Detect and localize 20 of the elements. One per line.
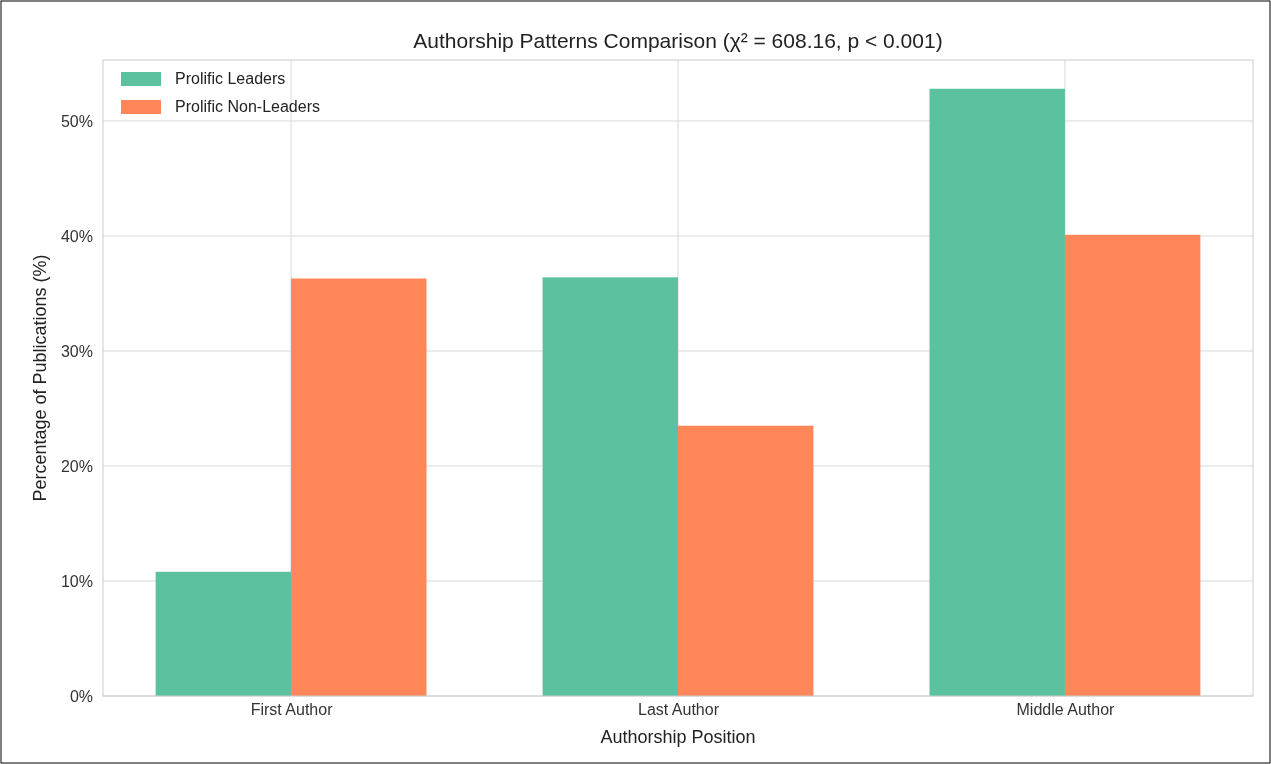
y-tick-label: 0% — [69, 687, 93, 705]
y-tick-label: 50% — [60, 112, 93, 130]
x-axis-title: Authorship Position — [600, 727, 756, 747]
bar — [291, 278, 427, 696]
y-tick-label: 10% — [60, 572, 93, 590]
bar — [155, 571, 292, 696]
legend-label: Prolific Leaders — [175, 70, 286, 87]
bar — [678, 425, 814, 696]
x-tick-label: First Author — [250, 701, 334, 719]
y-tick-label: 30% — [60, 342, 93, 360]
bar — [542, 277, 678, 696]
x-tick-label: Middle Author — [1016, 701, 1116, 719]
bar — [1064, 234, 1201, 696]
legend-label: Prolific Non-Leaders — [175, 98, 320, 115]
chart-title: Authorship Patterns Comparison (χ² = 608.16, p < 0.001) — [413, 29, 943, 52]
y-tick-label: 20% — [60, 457, 93, 475]
x-tick-label: Last Author — [638, 701, 720, 719]
bar — [929, 88, 1065, 696]
y-axis-title: Percentage of Publications (%) — [30, 254, 50, 502]
y-tick-label: 40% — [60, 227, 93, 245]
